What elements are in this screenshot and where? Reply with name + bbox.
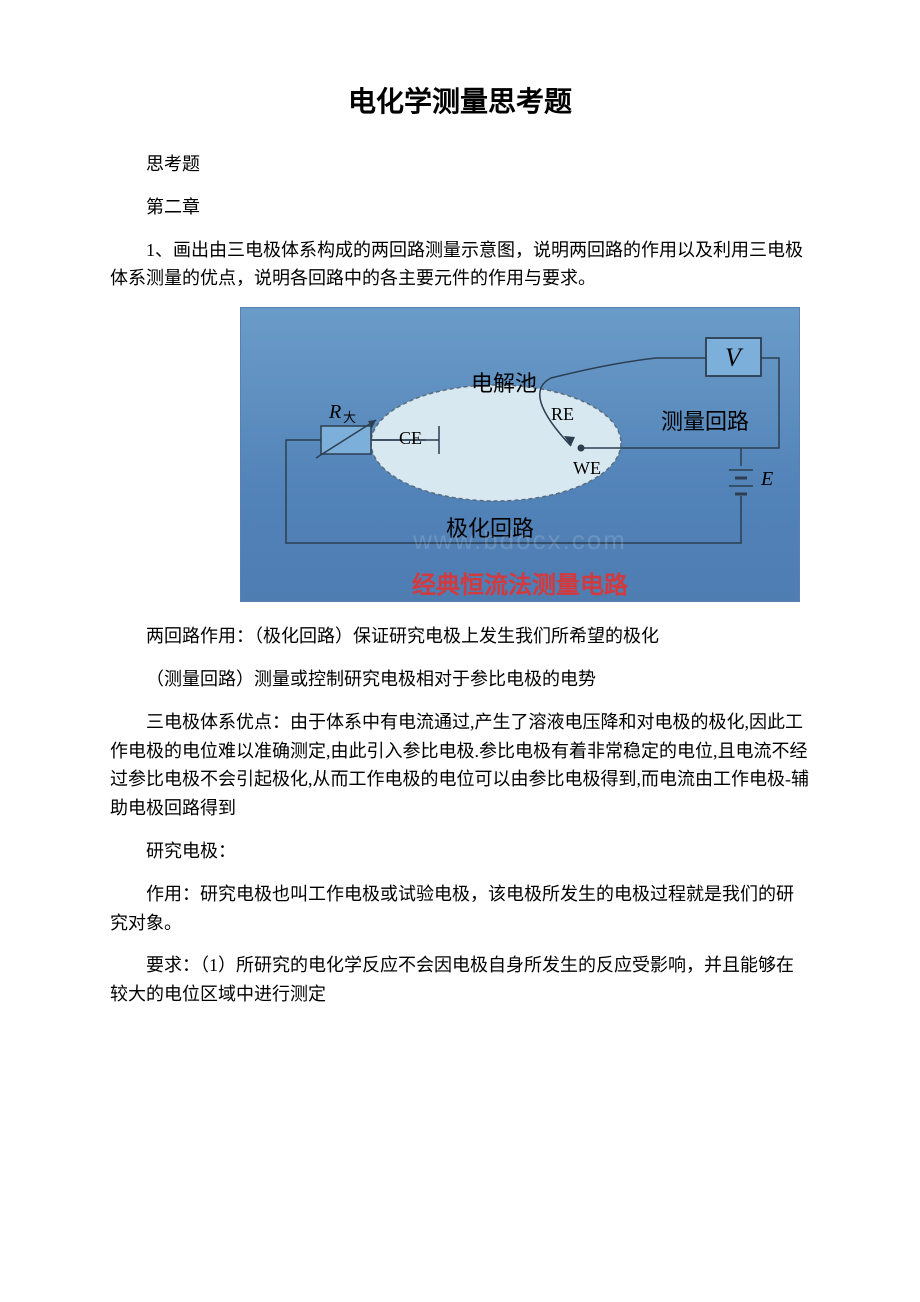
label-re: RE bbox=[551, 404, 574, 425]
label-ce: CE bbox=[399, 428, 422, 449]
para-q1: 1、画出由三电极体系构成的两回路测量示意图，说明两回路的作用以及利用三电极体系测… bbox=[110, 236, 810, 294]
diagram-inner: V R 大 E 电解池 RE CE WE 测量回路 极化回路 www.bdocx… bbox=[251, 318, 789, 591]
diagram-caption: 经典恒流法测量电路 bbox=[412, 565, 628, 600]
para-measure: （测量回路）测量或控制研究电极相对于参比电极的电势 bbox=[110, 665, 810, 694]
label-we: WE bbox=[573, 458, 601, 479]
label-electrolytic-cell: 电解池 bbox=[471, 366, 537, 398]
resistor-label: R bbox=[328, 401, 341, 423]
label-measure-loop: 测量回路 bbox=[661, 404, 749, 436]
battery-label: E bbox=[760, 468, 773, 490]
para-electrode-header: 研究电极： bbox=[110, 837, 810, 866]
page-title: 电化学测量思考题 bbox=[110, 80, 810, 120]
circuit-diagram: V R 大 E 电解池 RE CE WE 测量回路 极化回路 www.bdocx… bbox=[240, 307, 800, 602]
para-advantage: 三电极体系优点：由于体系中有电流通过,产生了溶液电压降和对电极的极化,因此工作电… bbox=[110, 708, 810, 823]
resistor-sub: 大 bbox=[343, 410, 356, 425]
para-chapter: 第二章 bbox=[110, 193, 810, 222]
para-electrode-role: 作用：研究电极也叫工作电极或试验电极，该电极所发生的电极过程就是我们的研究对象。 bbox=[110, 880, 810, 938]
para-electrode-req: 要求：（1）所研究的电化学反应不会因电极自身所发生的反应受影响，并且能够在较大的… bbox=[110, 951, 810, 1009]
watermark-text: www.bdocx.com bbox=[413, 525, 627, 556]
title-text: 电化学测量思考题 bbox=[348, 87, 572, 118]
para-sikao: 思考题 bbox=[110, 150, 810, 179]
para-loops: 两回路作用：（极化回路）保证研究电极上发生我们所希望的极化 bbox=[110, 622, 810, 651]
